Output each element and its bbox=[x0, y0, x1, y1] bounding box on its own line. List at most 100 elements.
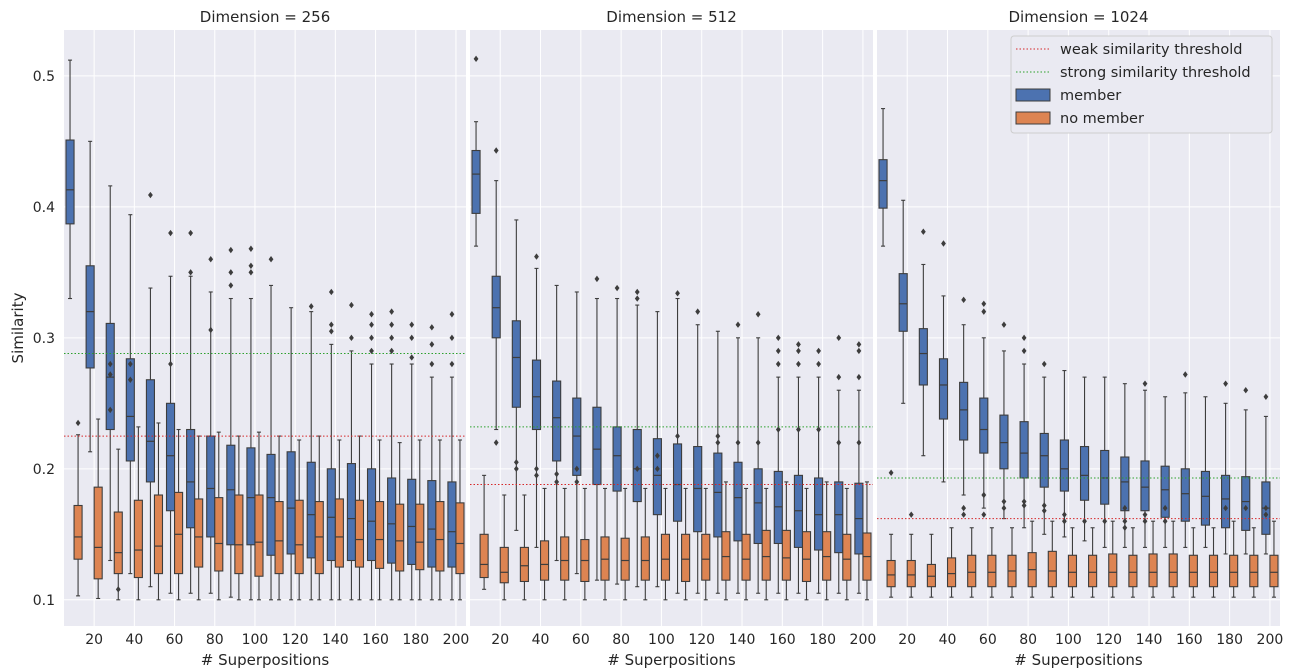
outlier-point bbox=[369, 334, 374, 342]
box-member bbox=[1180, 371, 1190, 548]
outlier-point bbox=[107, 371, 113, 378]
outlier-point bbox=[1102, 518, 1108, 525]
box-no-member bbox=[822, 481, 832, 601]
y-tick-label: 0.1 bbox=[33, 593, 55, 609]
x-axis-label: # Superpositions bbox=[1014, 651, 1143, 669]
outlier-point bbox=[735, 321, 741, 328]
outlier-point bbox=[856, 347, 862, 355]
outlier-point bbox=[228, 282, 234, 289]
box-body bbox=[1100, 449, 1110, 505]
x-tick-label: 140 bbox=[322, 632, 349, 648]
box-body bbox=[898, 273, 908, 332]
box-body bbox=[274, 501, 284, 575]
outlier-point bbox=[961, 296, 967, 304]
box-body bbox=[346, 463, 357, 562]
outlier-point bbox=[208, 326, 214, 334]
box-body bbox=[652, 438, 662, 516]
outlier-point bbox=[248, 262, 254, 269]
box-no-member bbox=[600, 487, 610, 601]
outlier-point bbox=[675, 290, 680, 297]
outlier-point bbox=[574, 478, 580, 486]
box-member bbox=[447, 311, 457, 601]
outlier-point bbox=[513, 465, 519, 473]
box-member bbox=[1140, 380, 1150, 548]
box-body bbox=[999, 414, 1009, 470]
box-no-member bbox=[73, 419, 83, 597]
outlier-point bbox=[389, 308, 395, 315]
outlier-point bbox=[775, 360, 781, 368]
box-body bbox=[886, 559, 896, 588]
outlier-point bbox=[1001, 498, 1007, 505]
box-no-member bbox=[174, 428, 184, 601]
box-body bbox=[753, 468, 763, 545]
outlier-point bbox=[1041, 507, 1047, 514]
box-no-member bbox=[395, 442, 405, 601]
box-no-member bbox=[93, 418, 103, 600]
box-no-member bbox=[1108, 520, 1118, 598]
box-no-member bbox=[741, 487, 751, 601]
outlier-point bbox=[429, 324, 435, 331]
box-no-member bbox=[926, 533, 936, 598]
outlier-point bbox=[429, 341, 435, 348]
outlier-point bbox=[856, 341, 862, 348]
box-no-member bbox=[415, 439, 425, 601]
outlier-point bbox=[1223, 504, 1228, 512]
box-body bbox=[314, 501, 324, 575]
box-member bbox=[1160, 396, 1170, 548]
box-body bbox=[1047, 550, 1057, 588]
box-member bbox=[125, 214, 135, 575]
box-body bbox=[186, 428, 196, 529]
legend-label: weak similarity threshold bbox=[1060, 42, 1242, 58]
outlier-point bbox=[554, 478, 560, 486]
plot-background bbox=[470, 30, 873, 626]
outlier-point bbox=[1243, 387, 1249, 394]
outlier-point bbox=[328, 288, 334, 296]
outlier-point bbox=[1263, 504, 1269, 512]
box-body bbox=[701, 533, 711, 581]
outlier-point bbox=[127, 360, 133, 368]
x-axis-label: # Superpositions bbox=[201, 651, 330, 669]
box-member bbox=[1079, 376, 1090, 542]
plot-background bbox=[64, 30, 466, 626]
box-body bbox=[926, 563, 936, 588]
box-body bbox=[1120, 456, 1130, 512]
outlier-point bbox=[409, 321, 415, 328]
box-member bbox=[246, 245, 256, 601]
box-no-member bbox=[862, 481, 872, 601]
box-no-member bbox=[314, 435, 324, 601]
outlier-point bbox=[554, 470, 560, 478]
box-body bbox=[1229, 554, 1239, 588]
outlier-point bbox=[836, 334, 842, 342]
box-body bbox=[552, 380, 562, 462]
box-body bbox=[1188, 554, 1198, 588]
box-body bbox=[415, 503, 425, 571]
outlier-point bbox=[389, 334, 395, 342]
box-member bbox=[652, 311, 662, 588]
box-body bbox=[1249, 554, 1259, 588]
box-no-member bbox=[519, 494, 529, 601]
outlier-point bbox=[1041, 502, 1047, 509]
x-tick-label: 140 bbox=[729, 632, 756, 648]
outlier-point bbox=[369, 347, 374, 355]
box-body bbox=[620, 537, 630, 581]
box-no-member bbox=[987, 527, 997, 598]
box-member bbox=[1100, 376, 1110, 548]
x-tick-label: 80 bbox=[612, 632, 630, 648]
outlier-point bbox=[654, 452, 660, 459]
box-body bbox=[1160, 465, 1170, 518]
outlier-point bbox=[961, 504, 967, 512]
box-body bbox=[1059, 439, 1069, 492]
box-body bbox=[306, 461, 316, 559]
box-body bbox=[600, 536, 610, 581]
box-no-member bbox=[499, 494, 509, 601]
outlier-point bbox=[1142, 511, 1148, 518]
y-tick-label: 0.3 bbox=[33, 331, 55, 347]
box-no-member bbox=[194, 435, 204, 601]
outlier-point bbox=[107, 406, 113, 414]
outlier-point bbox=[1001, 321, 1007, 328]
outlier-point bbox=[1223, 380, 1228, 387]
outlier-point bbox=[534, 465, 539, 473]
box-member bbox=[511, 219, 521, 531]
x-tick-label: 60 bbox=[979, 632, 997, 648]
